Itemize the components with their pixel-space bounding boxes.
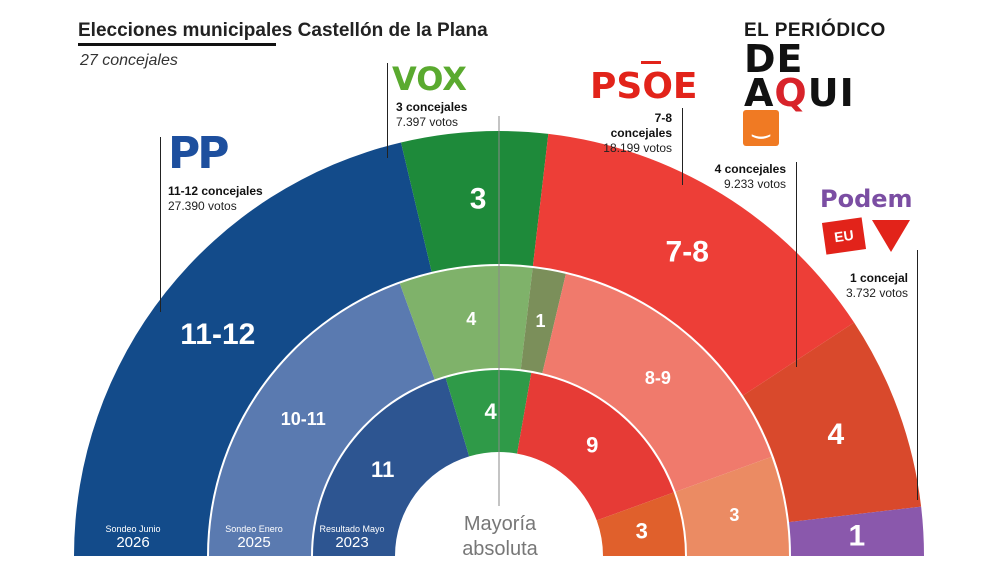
vox-votes: 7.397 votos (396, 115, 459, 129)
cs-info: 4 concejales 9.233 votos (710, 162, 786, 192)
vox-info: 3 concejales 7.397 votos (396, 100, 467, 130)
psoe-info: 7-8 concejales 18.199 votos (590, 111, 672, 156)
brand-logo: EL PERIÓDICO DE AQUI (744, 20, 924, 112)
psoe-logo-bar (641, 61, 661, 64)
pp-logo: PP (168, 128, 229, 179)
seat-label-1-3: 8-9 (645, 368, 671, 388)
seat-label-0-1: 3 (470, 183, 487, 216)
seat-label-1-1: 4 (466, 309, 476, 329)
seat-segment-2-2 (517, 372, 674, 521)
seat-segment-1-2 (520, 267, 566, 374)
seat-segment-2-1 (445, 370, 532, 457)
brand-line-1: EL PERIÓDICO (744, 20, 886, 41)
podem-seats: 1 concejal (849, 271, 908, 285)
ring-label-inner: Resultado Mayo 2023 (310, 524, 394, 551)
seat-label-2-1: 4 (484, 399, 497, 424)
ring-label-outer: Sondeo Junio 2026 (82, 524, 184, 551)
podem-votes: 3.732 votos (845, 286, 908, 300)
podem-leader-line (917, 250, 918, 500)
majority-line-1: Mayoría (463, 513, 537, 535)
seat-label-1-2: 1 (535, 311, 545, 331)
pp-leader-line (160, 137, 161, 312)
seat-segment-1-0 (209, 283, 435, 556)
vox-seats: 3 concejales (396, 100, 468, 114)
ring-label-outer-year: 2026 (116, 534, 150, 551)
seat-label-1-0: 10-11 (281, 409, 326, 429)
vox-leader-line (387, 63, 388, 158)
brand-line-2a: DE A (744, 37, 804, 115)
smile-icon: ‿ (752, 117, 770, 139)
psoe-leader-line (682, 108, 683, 185)
brand-line-2b: Q (774, 71, 808, 115)
title-underline (78, 43, 276, 46)
seat-segment-0-4 (789, 506, 924, 556)
ring-label-middle: Sondeo Enero 2025 (204, 524, 304, 551)
cs-logo: ‿ (743, 110, 779, 146)
seat-segment-1-3 (542, 273, 772, 492)
majority-line-2: absoluta (462, 538, 538, 560)
seat-label-2-0: 11 (371, 457, 394, 482)
seat-segment-1-4 (675, 456, 789, 556)
psoe-votes: 18.199 votos (603, 141, 672, 155)
chart-subtitle: 27 concejales (80, 52, 178, 69)
podem-info: 1 concejal 3.732 votos (830, 271, 908, 301)
seat-label-1-4: 3 (729, 505, 739, 525)
seat-segment-2-0 (313, 377, 470, 556)
ring-label-inner-name: Resultado Mayo (319, 524, 385, 534)
seat-segment-0-2 (532, 133, 855, 396)
pp-seats: 11-12 concejales (168, 184, 263, 198)
vox-logo: VOX (392, 60, 467, 98)
pp-votes: 27.390 votos (168, 199, 237, 213)
seat-segment-0-0 (74, 142, 432, 556)
seat-label-2-2: 9 (586, 433, 598, 458)
seat-label-2-3: 3 (636, 519, 648, 544)
triangle-logo-icon (872, 220, 910, 252)
seat-label-0-3: 4 (828, 418, 845, 451)
chart-title: Elecciones municipales Castellón de la P… (78, 20, 488, 41)
pp-info: 11-12 concejales 27.390 votos (168, 184, 263, 214)
cs-leader-line (796, 162, 797, 367)
ring-label-outer-name: Sondeo Junio (105, 524, 161, 534)
ring-label-inner-year: 2023 (335, 534, 369, 551)
cs-votes: 9.233 votos (723, 177, 786, 191)
podem-logo: Podem (820, 185, 913, 213)
psoe-logo: PSOE (590, 66, 698, 107)
brand-line-2c: UI (807, 71, 855, 115)
seat-segment-2-3 (596, 492, 685, 556)
majority-label: Mayoría absoluta (432, 512, 568, 562)
seat-segment-0-3 (742, 322, 922, 523)
seat-segment-0-1 (400, 131, 549, 272)
seat-label-0-0: 11-12 (180, 318, 255, 351)
seat-label-0-2: 7-8 (666, 235, 709, 268)
ring-label-middle-year: 2025 (237, 534, 271, 551)
psoe-seats: 7-8 concejales (610, 111, 672, 140)
eu-logo: EU (821, 217, 867, 255)
seat-label-0-4: 1 (849, 520, 866, 553)
ring-label-middle-name: Sondeo Enero (225, 524, 283, 534)
brand-line-2: DE AQUI (744, 40, 924, 112)
cs-seats: 4 concejales (714, 162, 786, 176)
